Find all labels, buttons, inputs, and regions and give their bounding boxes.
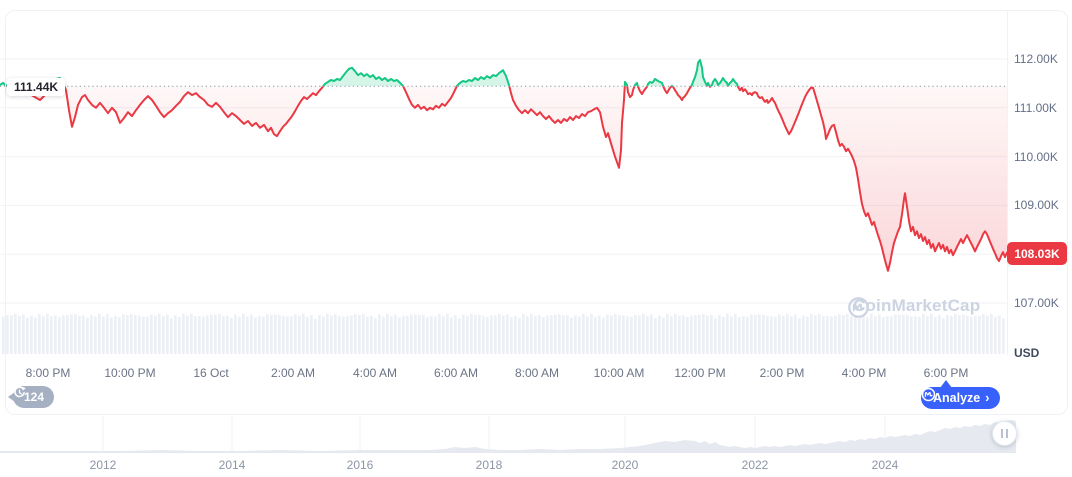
annotations-count: 124	[24, 390, 45, 404]
x-tick-label: 2:00 AM	[270, 366, 316, 380]
open-price-label: 111.44K	[7, 78, 66, 96]
analyze-label: Analyze	[933, 391, 981, 405]
y-tick-label: 111.00K	[1014, 101, 1057, 115]
year-tick-label: 2016	[346, 458, 374, 472]
x-tick-label: 8:00 AM	[514, 366, 560, 380]
area-below-open	[13, 86, 1007, 271]
year-tick-label: 2014	[218, 458, 246, 472]
year-tick-label: 2018	[475, 458, 503, 472]
x-tick-label: 6:00 PM	[923, 366, 969, 380]
analyze-pointer-arrow	[940, 380, 952, 388]
handle-grip-bar	[1006, 429, 1008, 438]
x-tick-label: 8:00 PM	[25, 366, 71, 380]
y-axis-unit-label: USD	[1014, 346, 1040, 360]
x-tick-label: 16 Oct	[193, 366, 229, 380]
year-tick-label: 2022	[741, 458, 769, 472]
x-tick-label: 6:00 AM	[433, 366, 479, 380]
watermark-text: CoinMarketCap	[853, 296, 981, 315]
x-tick-label: 10:00 AM	[593, 366, 645, 380]
x-tick-label: 4:00 PM	[841, 366, 887, 380]
year-tick-label: 2020	[611, 458, 639, 472]
y-tick-label: 107.00K	[1014, 296, 1059, 310]
y-tick-label: 109.00K	[1014, 198, 1059, 212]
price-line-down	[5, 86, 1007, 272]
y-tick-label: 112.00K	[1014, 52, 1058, 66]
chevron-right-icon: ›	[985, 391, 990, 405]
annotations-count-badge[interactable]: 124	[8, 386, 55, 408]
handle-grip-bar	[1001, 429, 1003, 438]
badge-tail	[8, 392, 15, 402]
x-tick-label: 10:00 PM	[104, 366, 156, 380]
analyze-button[interactable]: Analyze ›	[921, 387, 1001, 409]
coinmarketcap-watermark: CoinMarketCap	[847, 296, 981, 318]
minimap-gridlines	[102, 416, 886, 452]
y-tick-label: 110.00K	[1014, 150, 1058, 164]
current-price-badge: 108.03K	[1007, 242, 1067, 265]
chart-card-border	[5, 10, 1068, 415]
x-tick-label: 12:00 PM	[674, 366, 726, 380]
x-tick-label: 2:00 PM	[759, 366, 805, 380]
minimap-history-silhouette	[0, 420, 1016, 453]
timeline-scrubber-handle[interactable]	[992, 421, 1017, 446]
volume-bars	[2, 313, 1005, 354]
year-tick-label: 2012	[89, 458, 117, 472]
x-tick-label: 4:00 AM	[352, 366, 398, 380]
year-tick-label: 2024	[871, 458, 899, 472]
